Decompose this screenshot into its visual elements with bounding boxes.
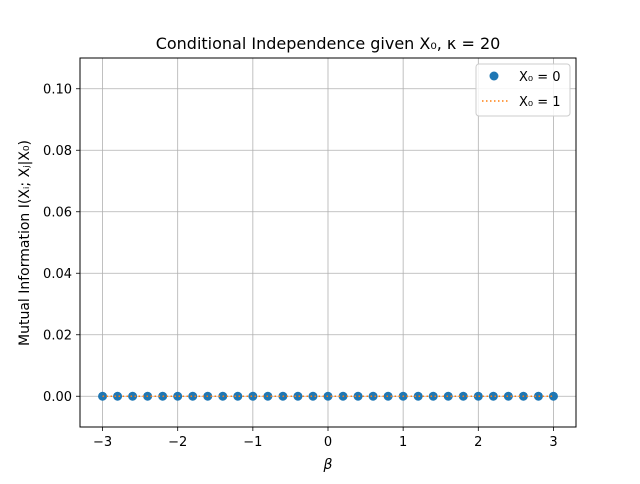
y-tick-label: 0.04 xyxy=(43,267,72,282)
y-tick-label: 0.00 xyxy=(43,390,72,405)
data-point-x0-0 xyxy=(368,391,378,401)
legend-box xyxy=(475,63,571,117)
chart-title: Conditional Independence given X₀, κ = 2… xyxy=(156,34,501,53)
y-tick-label: 0.06 xyxy=(43,205,72,220)
data-point-x0-0 xyxy=(173,391,183,401)
x-tick-label: 3 xyxy=(549,435,557,450)
data-point-x0-0 xyxy=(383,391,393,401)
x-tick-label: −2 xyxy=(168,435,187,450)
data-point-x0-0 xyxy=(353,391,363,401)
x-tick-label: 2 xyxy=(474,435,482,450)
data-point-x0-0 xyxy=(308,391,318,401)
data-point-x0-0 xyxy=(443,391,453,401)
y-tick-label: 0.08 xyxy=(43,144,72,159)
data-point-x0-0 xyxy=(548,391,558,401)
data-point-x0-0 xyxy=(113,391,123,401)
y-axis-label: Mutual Information I(Xᵢ; Xⱼ|X₀) xyxy=(17,140,33,346)
x-tick-label: 0 xyxy=(324,435,332,450)
x-axis-label: β xyxy=(323,457,333,473)
data-point-x0-0 xyxy=(248,391,258,401)
data-point-x0-0 xyxy=(488,391,498,401)
legend-label-x0-0: X₀ = 0 xyxy=(519,70,561,85)
data-point-x0-0 xyxy=(293,391,303,401)
ticks: −3 −2 −1 0 1 2 3 0.00 0.02 0.04 0.06 0.08 0.10 xyxy=(43,82,558,450)
data-point-x0-0 xyxy=(233,391,243,401)
y-tick-label: 0.02 xyxy=(43,328,72,343)
legend-marker-x0-0 xyxy=(489,71,499,81)
legend: X₀ = 0 X₀ = 1 xyxy=(475,63,571,117)
x-tick-label: −3 xyxy=(93,435,112,450)
x-tick-label: −1 xyxy=(243,435,262,450)
data-point-x0-0 xyxy=(128,391,138,401)
series-layer xyxy=(98,391,558,401)
data-point-x0-0 xyxy=(503,391,513,401)
data-point-x0-0 xyxy=(413,391,423,401)
data-point-x0-0 xyxy=(533,391,543,401)
y-tick-label: 0.10 xyxy=(43,82,72,97)
data-point-x0-0 xyxy=(188,391,198,401)
legend-label-x0-1: X₀ = 1 xyxy=(519,95,561,110)
data-point-x0-0 xyxy=(473,391,483,401)
data-point-x0-0 xyxy=(428,391,438,401)
x-tick-label: 1 xyxy=(399,435,407,450)
